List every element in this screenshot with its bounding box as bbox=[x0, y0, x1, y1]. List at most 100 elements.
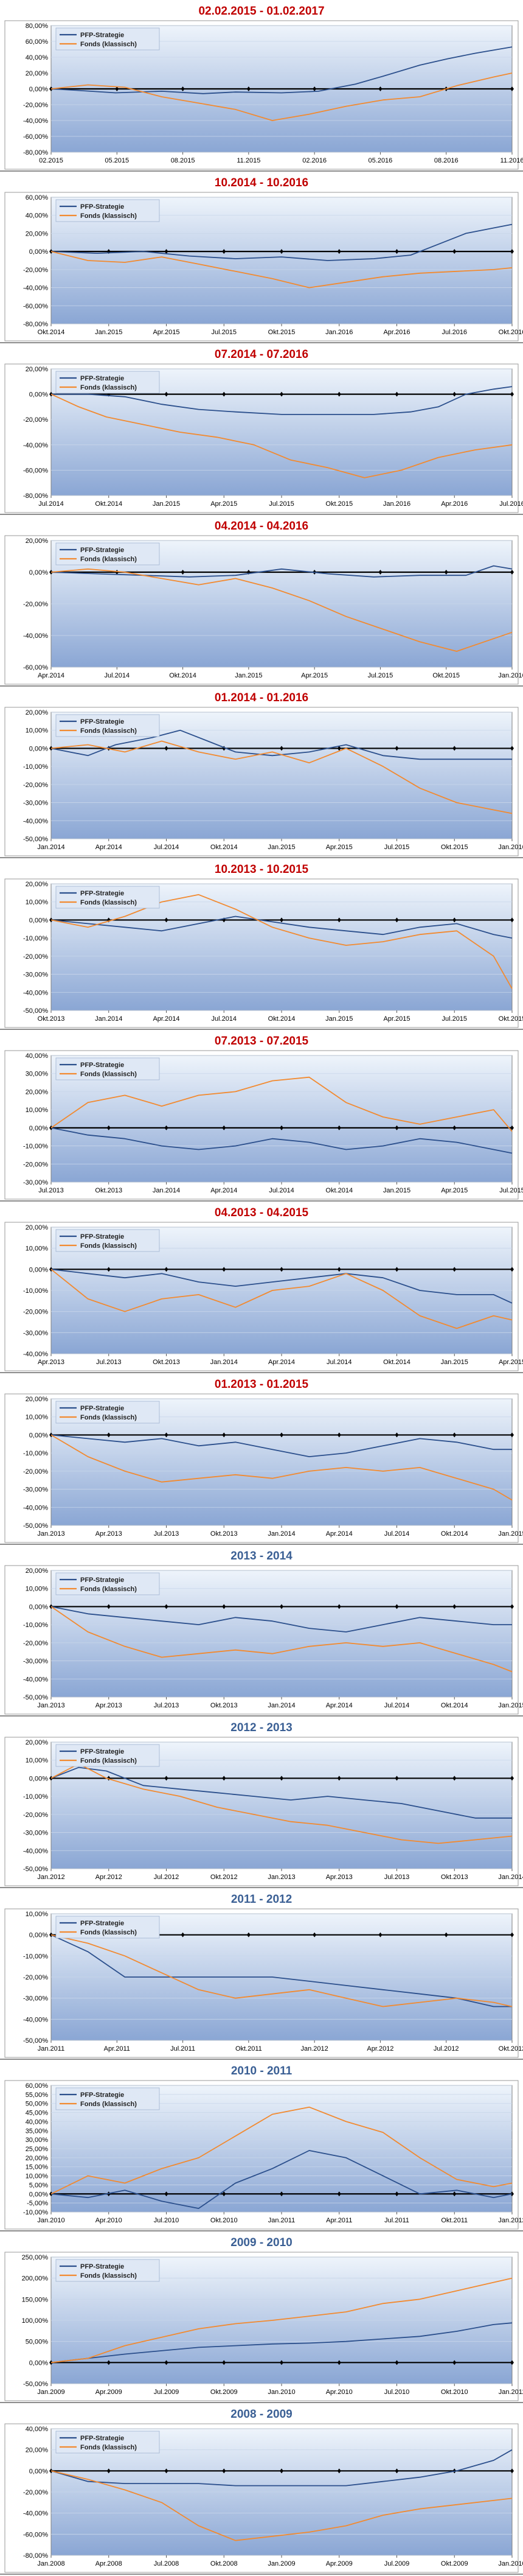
legend-label: Fonds (klassisch) bbox=[80, 2444, 137, 2451]
y-tick-label: 25,00% bbox=[26, 2146, 49, 2153]
panel-separator bbox=[0, 857, 523, 858]
y-tick-label: 0,00% bbox=[29, 1932, 48, 1939]
x-tick-label: Okt.2010 bbox=[210, 2217, 238, 2224]
chart-panel: 04.2014 - 04.2016 -60,00% -40,00% -20,00% 0,… bbox=[0, 515, 523, 687]
chart-panel: 2011 - 2012 -50,00% -40,00% -30,00% -20,00% -… bbox=[0, 1888, 523, 2060]
chart-frame bbox=[4, 535, 519, 685]
zero-line-marker bbox=[337, 917, 341, 923]
line-chart: -10,00% -5,00% 0,00% 5,00% 10,00% 15,00% 20,00… bbox=[4, 2080, 523, 2230]
x-tick-label: Okt.2015 bbox=[432, 672, 460, 679]
zero-line-marker bbox=[337, 1776, 341, 1781]
y-tick-label: -10,00% bbox=[23, 1287, 48, 1295]
y-tick-label: 10,00% bbox=[26, 1107, 49, 1114]
y-tick-label: 250,00% bbox=[22, 2254, 49, 2261]
zero-line-marker bbox=[337, 1267, 341, 1272]
x-tick-label: 02.2016 bbox=[302, 157, 327, 164]
legend-label: PFP-Strategie bbox=[80, 1233, 124, 1241]
y-tick-label: -40,00% bbox=[23, 817, 48, 825]
zero-line-marker bbox=[106, 1432, 111, 1438]
x-tick-label: Apr.2015 bbox=[499, 1359, 523, 1366]
y-tick-label: 45,00% bbox=[26, 2110, 49, 2117]
zero-line-marker bbox=[280, 391, 283, 397]
y-tick-label: -30,00% bbox=[23, 1329, 48, 1337]
chart-panel: 2010 - 2011 -10,00% -5,00% 0,00% 5,00% 10,00%… bbox=[0, 2060, 523, 2231]
y-tick-label: -5,00% bbox=[27, 2200, 48, 2207]
y-tick-label: -80,00% bbox=[23, 492, 48, 500]
y-tick-label: 0,00% bbox=[29, 1603, 48, 1611]
x-tick-label: Okt.2015 bbox=[325, 500, 353, 508]
zero-line-marker bbox=[49, 1776, 53, 1781]
x-tick-label: Apr.2015 bbox=[441, 1187, 468, 1194]
y-tick-label: 5,00% bbox=[29, 2182, 48, 2189]
series-line-strategy bbox=[50, 1127, 513, 1154]
x-tick-label: Apr.2009 bbox=[95, 2389, 122, 2396]
y-tick-label: 20,00% bbox=[26, 537, 49, 545]
x-tick-label: Jul.2014 bbox=[154, 844, 179, 851]
legend-label: PFP-Strategie bbox=[80, 2091, 124, 2099]
series-line-fund bbox=[50, 1434, 513, 1501]
panel-separator bbox=[0, 1887, 523, 1888]
zero-line-marker bbox=[337, 2468, 341, 2474]
zero-line-marker bbox=[378, 570, 383, 575]
x-tick-label: Jan.2014 bbox=[268, 1530, 295, 1538]
chart-panel: 07.2013 - 07.2015 -30,00% -20,00% -10,00% 0,… bbox=[0, 1030, 523, 1202]
panel-separator bbox=[0, 1372, 523, 1373]
line-chart: -50,00% -40,00% -30,00% -20,00% -10,00% 0,00%… bbox=[4, 1393, 523, 1543]
line-chart: -50,00% -40,00% -30,00% -20,00% -10,00% 0,00%… bbox=[4, 1908, 523, 2058]
series-line-strategy bbox=[50, 1766, 512, 1819]
zero-line-marker bbox=[510, 1432, 514, 1438]
legend bbox=[55, 1572, 160, 1595]
legend-label: PFP-Strategie bbox=[80, 375, 124, 382]
y-tick-label: -20,00% bbox=[23, 601, 48, 608]
zero-line-marker bbox=[181, 1932, 185, 1937]
line-chart: -80,00% -60,00% -40,00% -20,00% 0,00% 20,00% 4… bbox=[4, 192, 523, 341]
y-tick-label: 0,00% bbox=[29, 569, 48, 576]
x-tick-label: Apr.2014 bbox=[326, 1530, 353, 1538]
x-tick-label: Jul.2014 bbox=[269, 1187, 294, 1194]
x-tick-label: Apr.2012 bbox=[95, 1874, 122, 1881]
zero-line-marker bbox=[164, 917, 168, 923]
y-tick-label: 0,00% bbox=[29, 745, 48, 752]
zero-line-marker bbox=[395, 2191, 399, 2197]
y-tick-label: -40,00% bbox=[23, 117, 48, 125]
x-tick-label: Jul.2010 bbox=[154, 2217, 179, 2224]
y-tick-label: -40,00% bbox=[23, 2510, 48, 2518]
x-tick-label: Jul.2016 bbox=[499, 500, 523, 508]
x-tick-label: Apr.2009 bbox=[326, 2560, 353, 2567]
chart-title: 2012 - 2013 bbox=[230, 1721, 293, 1734]
legend bbox=[55, 1057, 160, 1080]
x-tick-label: Apr.2014 bbox=[326, 1702, 353, 1709]
chart-title: 04.2014 - 04.2016 bbox=[214, 520, 309, 533]
series-line-strategy bbox=[50, 223, 513, 261]
x-tick-label: Okt.2009 bbox=[441, 2560, 468, 2567]
zero-line-marker bbox=[313, 1932, 317, 1937]
y-tick-label: 20,00% bbox=[26, 2447, 49, 2454]
y-tick-label: -50,00% bbox=[23, 2037, 48, 2045]
line-chart: -50,00% -40,00% -30,00% -20,00% -10,00% 0,00%… bbox=[4, 1737, 523, 1886]
zero-line-marker bbox=[280, 1267, 283, 1272]
y-tick-label: -20,00% bbox=[23, 1811, 48, 1819]
y-tick-label: -50,00% bbox=[23, 836, 48, 843]
zero-line-marker bbox=[222, 1432, 226, 1438]
x-tick-label: Jan.2015 bbox=[498, 1702, 523, 1709]
y-tick-label: 150,00% bbox=[22, 2296, 49, 2303]
y-tick-label: 10,00% bbox=[26, 727, 49, 735]
chart-frame bbox=[4, 1393, 519, 1543]
x-tick-label: Okt.2014 bbox=[95, 500, 122, 508]
x-tick-label: Apr.2013 bbox=[95, 1702, 122, 1709]
series-line-fund bbox=[50, 1934, 513, 2007]
legend bbox=[55, 1916, 160, 1939]
x-tick-label: 08.2015 bbox=[171, 157, 195, 164]
legend-label: Fonds (klassisch) bbox=[80, 212, 137, 220]
x-tick-label: Jul.2014 bbox=[104, 672, 130, 679]
zero-line-marker bbox=[452, 2191, 457, 2197]
x-tick-label: Jul.2011 bbox=[384, 2217, 409, 2224]
zero-line-marker bbox=[115, 86, 119, 91]
legend-label: Fonds (klassisch) bbox=[80, 556, 137, 563]
zero-line-marker bbox=[222, 1776, 226, 1781]
x-tick-label: Okt.2013 bbox=[210, 1530, 238, 1538]
x-tick-label: Jan.2010 bbox=[268, 2389, 295, 2396]
chart-title: 2009 - 2010 bbox=[230, 2236, 293, 2249]
zero-line-marker bbox=[222, 1267, 226, 1272]
legend bbox=[55, 542, 160, 565]
